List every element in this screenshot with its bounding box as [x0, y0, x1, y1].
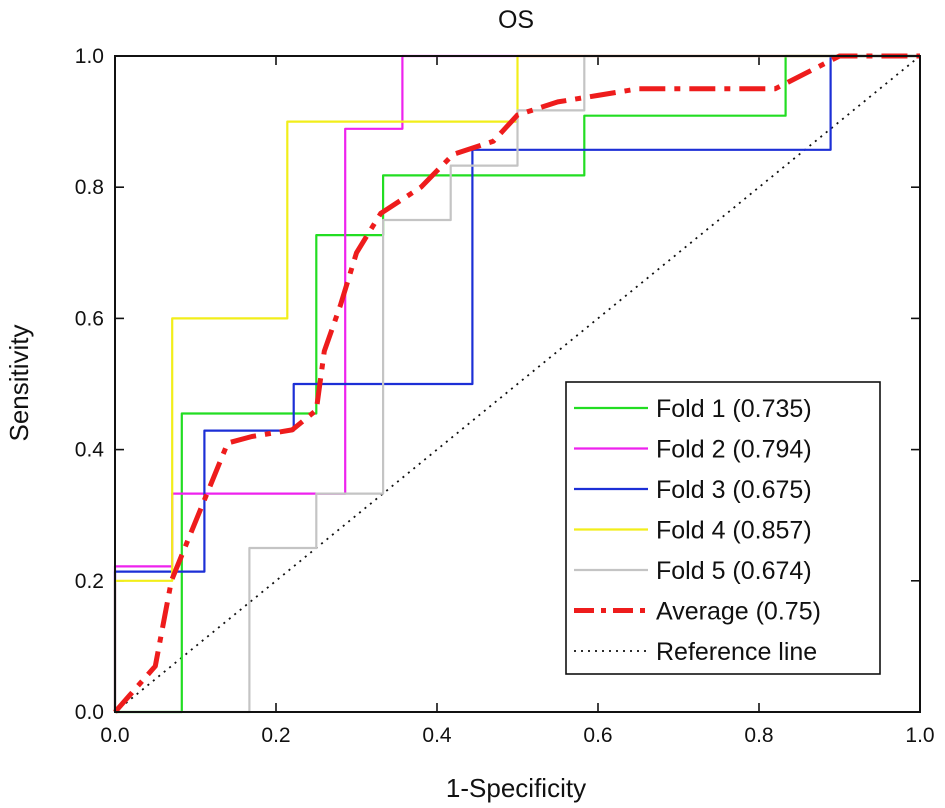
- plot-frame: [114, 55, 921, 713]
- x-axis-title: 1-Specificity: [446, 773, 586, 803]
- series-line-fold-1: [115, 54, 920, 714]
- legend-label: Average (0.75): [656, 598, 821, 626]
- series-line-reference-line: [114, 55, 921, 713]
- y-tick-label: 0.6: [75, 307, 104, 330]
- series-group: [113, 53, 921, 714]
- legend: Fold 1 (0.735) Fold 2 (0.794) Fold 3 (0.67…: [565, 381, 881, 675]
- legend-label: Fold 4 (0.857): [656, 517, 812, 545]
- legend-label: Fold 1 (0.735): [656, 395, 812, 423]
- legend-label: Fold 3 (0.675): [656, 476, 812, 504]
- series-line-average: [113, 53, 920, 714]
- y-axis-title: Sensitivity: [4, 324, 34, 441]
- legend-label: Fold 2 (0.794): [656, 436, 812, 464]
- x-tick-label: 0.2: [261, 724, 290, 747]
- x-tick-label: 0.6: [583, 724, 612, 747]
- series-line-fold-4: [113, 54, 920, 712]
- chart-title: OS: [498, 6, 534, 34]
- y-tick-label: 0.0: [75, 701, 104, 724]
- legend-box: [565, 381, 881, 675]
- legend-label: Reference line: [656, 638, 817, 666]
- x-tick-label: 1.0: [905, 724, 934, 747]
- y-tick-label: 0.8: [75, 176, 104, 199]
- series-line-fold-5: [115, 54, 920, 714]
- x-tick-label: 0.4: [422, 724, 452, 747]
- y-tick-label: 0.2: [75, 570, 104, 593]
- legend-label: Fold 5 (0.674): [656, 557, 812, 585]
- y-tick-label: 0.4: [75, 439, 105, 462]
- y-tick-label: 1.0: [75, 45, 104, 68]
- x-tick-label: 0.0: [100, 724, 129, 747]
- x-tick-label: 0.8: [744, 724, 773, 747]
